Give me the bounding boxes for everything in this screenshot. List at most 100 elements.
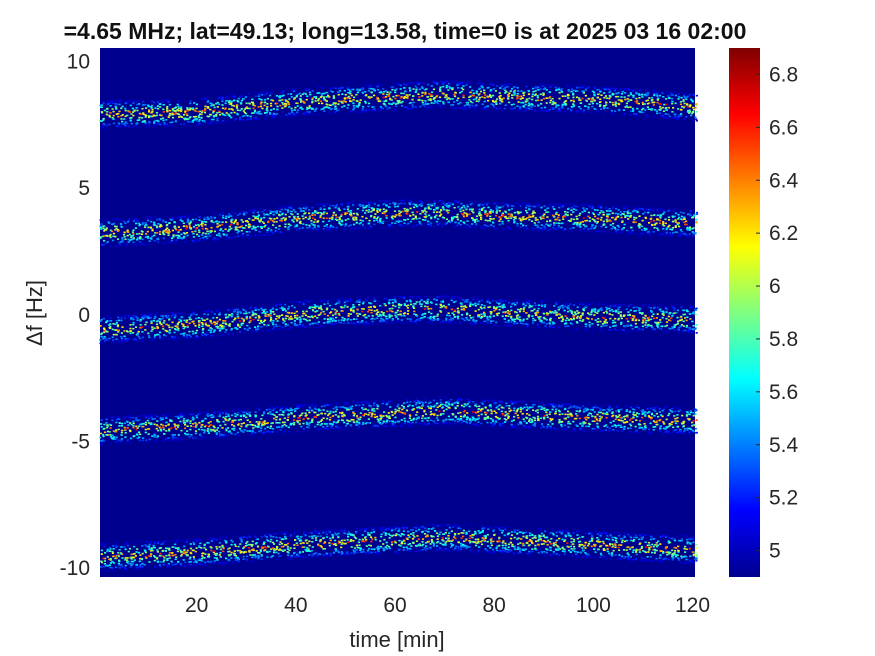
heatmap-cell [472,219,475,222]
heatmap-cell [531,98,534,101]
heatmap-cell [508,101,511,104]
heatmap-cell [343,100,346,103]
heatmap-cell [184,233,187,235]
heatmap-cell [376,98,379,101]
heatmap-cell [517,109,520,112]
heatmap-cell [413,313,416,315]
heatmap-cell [198,231,201,233]
heatmap-cell [124,109,127,112]
heatmap-cell [572,208,576,210]
heatmap-cell [536,202,539,205]
heatmap-cell [629,106,632,108]
heatmap-cell [340,87,343,89]
heatmap-cell [200,116,203,119]
heatmap-cell [495,109,498,112]
heatmap-cell [648,97,651,99]
heatmap-cell [381,212,384,214]
heatmap-cell [576,111,579,113]
heatmap-cell [257,111,260,113]
heatmap-cell [154,334,157,336]
heatmap-cell [267,324,270,326]
heatmap-cell [340,319,343,321]
heatmap-cell [302,318,305,320]
heatmap-cell [275,318,278,320]
heatmap-cell [397,203,400,205]
heatmap-cell [427,223,430,226]
heatmap-cell [322,108,325,110]
heatmap-cell [291,109,294,112]
heatmap-cell [587,108,590,110]
heatmap-cell [425,108,428,110]
heatmap-cell [236,223,239,226]
heatmap-cell [210,104,213,107]
heatmap-cell [518,217,521,220]
heatmap-cell [659,234,662,236]
heatmap-cell [350,299,353,302]
heatmap-cell [302,112,305,115]
heatmap-cell [335,216,338,218]
heatmap-cell [626,98,629,100]
heatmap-cell [438,211,441,213]
heatmap-cell [409,319,412,321]
heatmap-cell [438,296,441,298]
heatmap-cell [201,227,204,230]
heatmap-cell [660,115,663,117]
heatmap-cell [201,234,204,236]
heatmap-cell [667,95,670,97]
heatmap-cell [311,101,314,104]
heatmap-cell [522,302,525,305]
heatmap-cell [176,108,179,111]
heatmap-cell [176,216,179,219]
heatmap-cell [322,298,325,301]
heatmap-cell [188,116,191,119]
heatmap-cell [305,310,308,313]
heatmap-cell [456,99,459,102]
heatmap-cell [215,113,218,116]
heatmap-cell [380,108,383,110]
heatmap-cell [144,224,147,227]
heatmap-cell [540,103,543,105]
heatmap-cell [680,113,683,115]
heatmap-cell [365,204,368,207]
heatmap-cell [203,119,206,122]
heatmap-cell [492,106,495,108]
heatmap-cell [370,318,373,321]
heatmap-cell [181,323,184,325]
heatmap-cell [362,301,365,303]
heatmap-cell [137,330,140,333]
heatmap-cell [391,318,394,320]
heatmap-cell [344,304,347,307]
heatmap-cell [199,113,202,115]
heatmap-cell [373,219,376,222]
heatmap-cell [307,300,310,303]
heatmap-cell [112,339,115,341]
heatmap-cell [124,102,127,105]
heatmap-cell [445,203,448,205]
heatmap-cell [330,104,333,107]
heatmap-cell [144,315,148,318]
heatmap-cell [162,233,165,235]
heatmap-cell [245,315,248,318]
heatmap-cell [364,212,367,214]
heatmap-cell [595,112,598,115]
heatmap-cell [640,111,643,114]
heatmap-cell [287,101,290,104]
heatmap-cell [144,121,147,124]
heatmap-cell [219,113,222,116]
heatmap-cell [673,91,676,93]
heatmap-cell [407,304,410,307]
heatmap-cell [204,97,208,100]
heatmap-cell [171,315,174,317]
heatmap-cell [231,104,234,107]
heatmap-cell [648,102,651,104]
heatmap-cell [542,229,545,231]
heatmap-cell [420,299,423,301]
heatmap-cell [239,311,242,313]
heatmap-cell [522,310,525,313]
heatmap-cell [338,300,341,303]
heatmap-cell [534,314,538,316]
heatmap-cell [578,224,581,227]
heatmap-cell [118,103,121,106]
heatmap-cell [674,221,677,223]
heatmap-cell [668,115,671,118]
